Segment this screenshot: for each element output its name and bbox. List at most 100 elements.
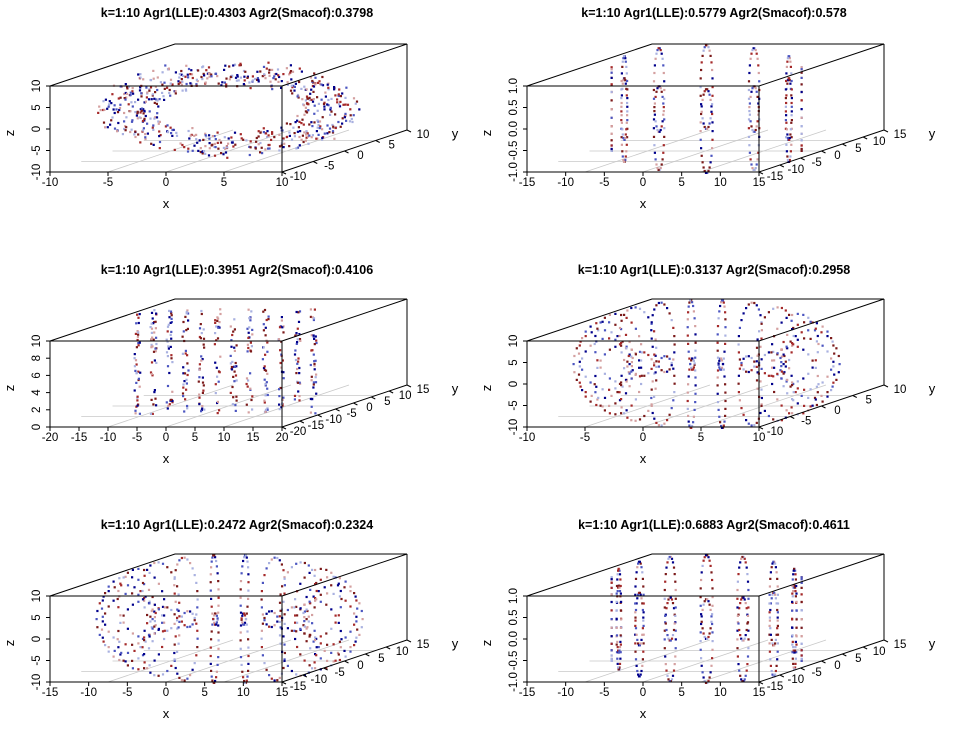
x-tick-label: -10 <box>519 432 536 444</box>
data-point <box>153 632 156 635</box>
data-point <box>610 83 613 86</box>
data-point <box>182 395 185 398</box>
data-point <box>259 151 262 154</box>
data-point <box>204 152 207 155</box>
data-point <box>215 676 218 679</box>
data-point <box>150 322 153 325</box>
data-point <box>702 632 705 635</box>
data-point <box>217 604 220 607</box>
data-point <box>624 378 628 382</box>
data-point <box>144 137 147 141</box>
data-point <box>297 360 300 363</box>
data-point <box>107 605 110 608</box>
data-point <box>277 338 281 341</box>
x-tick-label: 0 <box>163 177 169 189</box>
data-point <box>126 584 130 587</box>
data-point <box>793 584 796 587</box>
data-point <box>599 366 602 369</box>
data-point <box>349 590 352 593</box>
data-point <box>786 136 789 140</box>
data-point <box>278 559 281 562</box>
data-point <box>295 605 298 608</box>
data-point <box>783 371 786 374</box>
data-point <box>740 319 743 322</box>
data-point <box>303 674 306 677</box>
data-point <box>686 399 689 403</box>
data-point <box>333 137 336 140</box>
data-point <box>140 107 144 110</box>
data-point <box>650 321 653 324</box>
data-point <box>296 333 299 336</box>
data-point <box>131 659 134 662</box>
data-point <box>669 639 672 642</box>
data-point <box>161 621 164 624</box>
data-point <box>624 333 628 336</box>
data-point <box>634 585 637 588</box>
data-point <box>184 352 187 355</box>
data-point <box>137 316 140 319</box>
data-point <box>688 301 691 304</box>
data-point <box>833 352 836 355</box>
data-point <box>328 127 332 130</box>
x-tick-label: 0 <box>163 432 169 444</box>
data-point <box>626 309 629 312</box>
data-point <box>789 128 792 131</box>
data-point <box>229 325 232 328</box>
data-point <box>271 68 274 71</box>
data-point <box>166 365 170 368</box>
data-point <box>614 312 617 315</box>
data-point <box>709 98 712 101</box>
data-point <box>235 395 238 398</box>
data-point <box>595 322 598 325</box>
data-point <box>289 70 293 73</box>
data-point <box>707 90 710 93</box>
data-point <box>748 144 751 147</box>
data-point <box>744 561 747 564</box>
data-point <box>790 105 793 108</box>
data-point <box>702 93 705 96</box>
data-point <box>620 609 623 612</box>
data-point <box>653 113 656 116</box>
data-point <box>107 650 110 653</box>
data-point <box>293 394 297 397</box>
data-point <box>780 365 783 368</box>
data-point <box>319 567 322 570</box>
data-point <box>757 71 760 75</box>
data-point <box>333 86 336 89</box>
data-point <box>666 419 669 422</box>
data-point <box>800 586 803 589</box>
data-point <box>112 599 115 602</box>
data-point <box>621 60 624 63</box>
data-point <box>218 138 221 142</box>
data-point <box>610 576 613 579</box>
data-point <box>630 370 633 373</box>
y-tick-label: 5 <box>378 653 384 665</box>
data-point <box>247 331 250 334</box>
data-point <box>647 316 650 319</box>
data-point <box>239 656 243 659</box>
data-point <box>212 554 215 557</box>
data-point <box>686 407 689 410</box>
data-point <box>143 583 146 586</box>
data-point <box>800 642 803 645</box>
data-point <box>694 392 697 395</box>
data-point <box>286 627 289 630</box>
data-point <box>673 382 676 385</box>
data-point <box>790 79 793 83</box>
data-point <box>215 366 218 369</box>
data-point <box>800 331 803 334</box>
data-point <box>340 638 343 641</box>
data-point <box>231 74 234 77</box>
data-point <box>146 667 149 670</box>
data-point <box>699 138 702 141</box>
data-point <box>610 642 613 645</box>
data-point <box>244 617 248 621</box>
data-point <box>647 409 650 412</box>
data-point <box>674 606 677 609</box>
data-point <box>755 379 759 382</box>
y-tick-label: 5 <box>389 140 395 152</box>
data-point <box>110 119 113 122</box>
data-point <box>229 75 232 79</box>
x-tick-label: 10 <box>237 687 250 699</box>
data-point <box>699 86 702 89</box>
